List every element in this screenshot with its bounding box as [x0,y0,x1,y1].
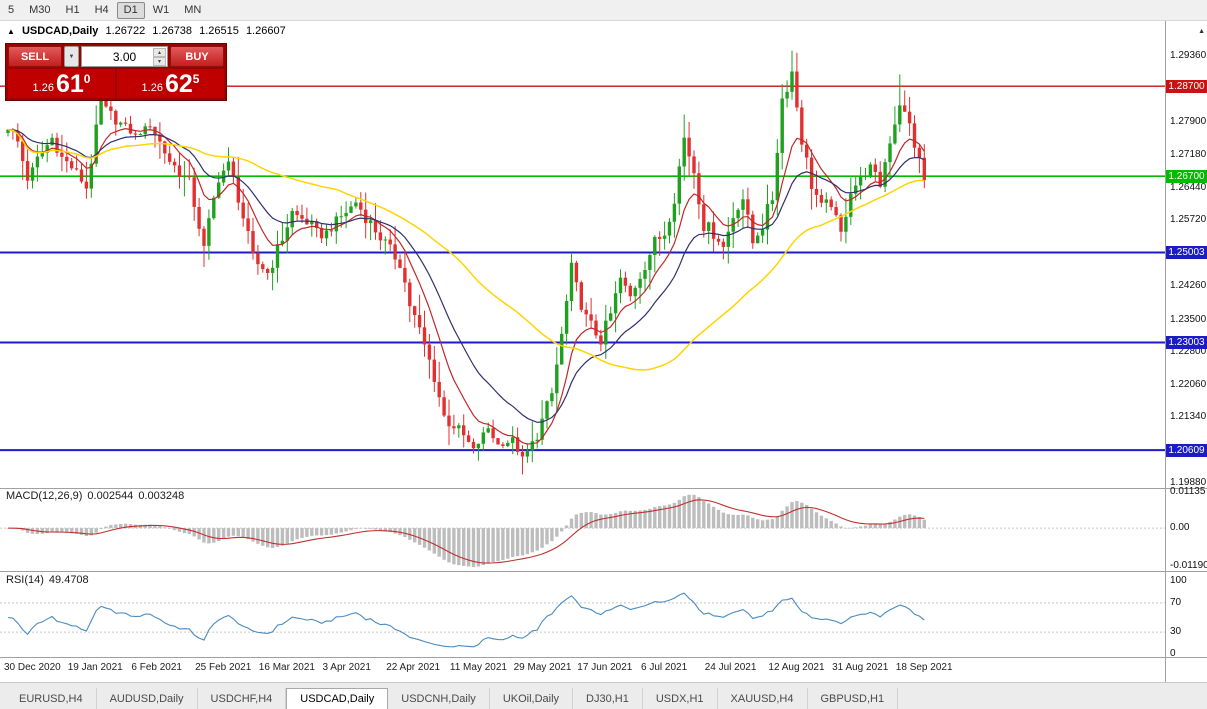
macd-signal-value: 0.003248 [138,490,185,502]
rsi-indicator-label: RSI(14) 49.4708 [6,574,94,586]
tab-gbpusd-h1[interactable]: GBPUSD,H1 [808,688,899,709]
price-tick: 1.24260 [1170,279,1207,291]
rsi-pane [0,592,1165,648]
date-label: 6 Feb 2021 [131,662,182,673]
price-badge-1.20609: 1.20609 [1166,443,1207,457]
chart-canvas[interactable] [0,21,1207,682]
tab-usdcad-daily[interactable]: USDCAD,Daily [286,688,389,709]
chevron-down-icon: ▼ [68,53,75,60]
price-tick: 1.25720 [1170,214,1207,226]
axis-scroll-up-icon[interactable]: ▲ [1198,28,1205,35]
timeframe-m30[interactable]: M30 [29,3,51,16]
price-tick: 1.27180 [1170,148,1207,160]
price-tick: 1.22060 [1170,378,1207,390]
rsi-axis-label: 70 [1170,596,1182,608]
ask-price: 1.26 62 5 [117,69,224,98]
rsi-axis-label: 30 [1170,626,1182,638]
volume-decrease-icon[interactable]: ▾ [153,57,166,66]
rsi-name: RSI(14) [6,574,44,586]
main-price-pane [0,50,1165,475]
timeframe-toolbar: 5 M30 H1 H4 D1 W1 MN [0,0,1207,21]
date-label: 6 Jul 2021 [641,662,688,673]
quote-high: 1.26738 [152,25,193,37]
price-badge-1.25003: 1.25003 [1166,245,1207,259]
date-label: 22 Apr 2021 [386,662,441,673]
date-label: 12 Aug 2021 [768,662,825,673]
date-label: 30 Dec 2020 [4,662,61,673]
tab-ukoil-daily[interactable]: UKOil,Daily [490,688,574,709]
bid-pipette: 0 [83,72,91,86]
chart-ohlc-header: ▲ USDCAD,Daily 1.26722 1.26738 1.26515 1… [7,25,290,37]
quote-low: 1.26515 [199,25,239,37]
ask-pips: 62 [164,70,193,98]
tab-usdx-h1[interactable]: USDX,H1 [643,688,718,709]
bid-big-figure: 1.26 [32,82,54,94]
buy-button[interactable]: BUY [170,46,224,67]
volume-value: 3.00 [112,49,137,64]
price-tick: 1.29360 [1170,50,1207,62]
date-label: 19 Jan 2021 [67,662,123,673]
trade-prices-row: 1.26 61 0 1.26 62 5 [8,69,224,98]
trade-controls-row: SELL ▼ 3.00 ▴ ▾ BUY [8,46,224,67]
collapse-trade-panel-icon[interactable]: ▲ [7,27,15,36]
date-label: 29 May 2021 [513,662,572,673]
ask-big-figure: 1.26 [141,82,163,94]
date-label: 11 May 2021 [449,662,507,673]
price-badge-1.28700: 1.28700 [1166,79,1207,93]
timeframe-w1[interactable]: W1 [152,3,170,16]
macd-name: MACD(12,26,9) [6,490,83,502]
date-label: 24 Jul 2021 [704,662,757,673]
price-tick: 1.26440 [1170,181,1207,193]
date-label: 25 Feb 2021 [195,662,252,673]
macd-pane [0,494,1165,567]
timeframe-h1[interactable]: H1 [65,3,80,16]
date-label: 3 Apr 2021 [322,662,371,673]
macd-indicator-label: MACD(12,26,9) 0.002544 0.003248 [6,490,189,502]
price-tick: 1.27900 [1170,116,1207,128]
price-tick: 1.19880 [1170,476,1207,488]
volume-dropdown-button[interactable]: ▼ [64,46,79,67]
macd-axis-label: 0.01135 [1170,486,1206,497]
volume-spinner: ▴ ▾ [153,48,166,66]
bid-price: 1.26 61 0 [8,69,115,98]
volume-increase-icon[interactable]: ▴ [153,48,166,57]
macd-axis-label: -0.01190 [1170,560,1207,571]
timeframe-5[interactable]: 5 [8,3,15,16]
date-label: 17 Jun 2021 [577,662,633,673]
tab-dj30-h1[interactable]: DJ30,H1 [573,688,643,709]
chart-tabs-bar: EURUSD,H4 AUDUSD,Daily USDCHF,H4 USDCAD,Dai… [0,682,1207,709]
macd-axis-label: 0.00 [1170,522,1190,534]
tab-usdchf-h4[interactable]: USDCHF,H4 [198,688,287,709]
tab-eurusd-h4[interactable]: EURUSD,H4 [6,688,97,709]
bid-pips: 61 [55,70,84,98]
sell-button[interactable]: SELL [8,46,62,67]
timeframe-mn[interactable]: MN [184,3,202,16]
quote-close: 1.26607 [245,25,286,37]
timeframe-d1[interactable]: D1 [116,1,145,19]
timeframe-h4[interactable]: H4 [94,3,109,16]
date-label: 31 Aug 2021 [832,662,889,673]
tab-xauusd-h4[interactable]: XAUUSD,H4 [718,688,808,709]
volume-input[interactable]: 3.00 ▴ ▾ [81,46,168,67]
rsi-value: 49.4708 [48,574,89,586]
tab-usdcnh-daily[interactable]: USDCNH,Daily [388,688,490,709]
tab-audusd-daily[interactable]: AUDUSD,Daily [97,688,198,709]
price-tick: 1.23500 [1170,314,1207,326]
price-badge-1.26700: 1.26700 [1166,169,1207,183]
quote-open: 1.26722 [105,25,146,37]
date-label: 18 Sep 2021 [895,662,953,673]
rsi-axis-label: 100 [1170,575,1187,586]
macd-main-value: 0.002544 [87,490,134,502]
ask-pipette: 5 [192,72,200,86]
one-click-trading-panel: SELL ▼ 3.00 ▴ ▾ BUY 1.26 61 0 1.26 62 5 [5,43,227,101]
date-axis[interactable]: 30 Dec 2020 19 Jan 2021 6 Feb 2021 25 Feb 2… [0,662,1165,680]
chart-symbol-label: USDCAD,Daily [21,25,99,37]
price-tick: 1.21340 [1170,411,1207,423]
price-tick: 1.22800 [1170,345,1207,357]
rsi-axis-label: 0 [1170,648,1176,659]
date-label: 16 Mar 2021 [258,662,315,673]
price-badge-1.23003: 1.23003 [1166,335,1207,349]
